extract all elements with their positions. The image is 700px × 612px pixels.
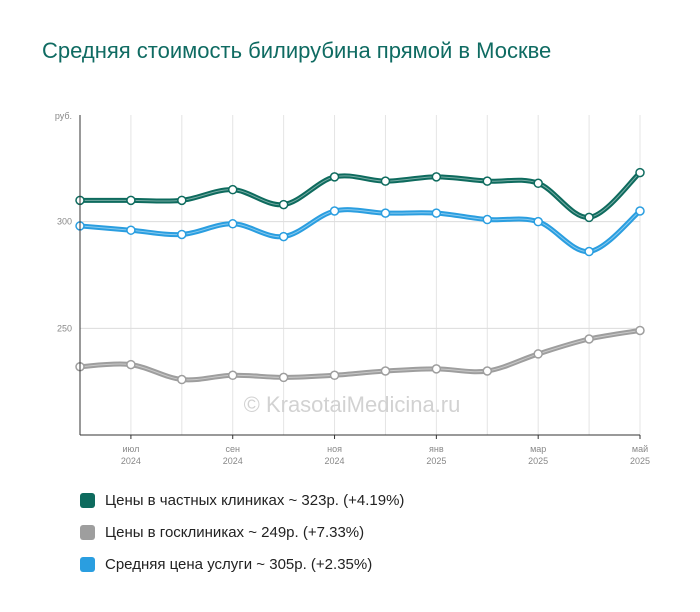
data-point [584,334,594,344]
legend-swatch [80,556,95,572]
grid [79,115,641,435]
data-point [278,199,289,210]
legend-label: Цены в госклиниках ~ 249р. (+7.33%) [105,523,365,541]
x-tick-month-label: ноя [327,444,342,454]
data-point [431,208,442,218]
y-unit-label: руб. [55,111,72,121]
data-point [584,212,594,223]
x-tick-year-label: 2024 [121,456,141,466]
data-point [278,372,289,383]
data-point [329,172,340,182]
data-point [482,176,493,186]
data-point [533,216,543,227]
data-point [177,229,187,240]
data-point [635,167,645,178]
watermark: © KrasotaiMedicina.ru [244,392,461,417]
data-point [329,206,340,216]
data-point [482,214,493,225]
data-point [431,364,442,374]
axes: 250 300 руб. июл 2024 сен 2024 ноя 2024 янв 2025 ма… [55,111,650,466]
y-tick-label: 250 [57,323,72,333]
data-point [227,219,238,229]
series-line [77,327,643,383]
x-tick-year-label: 2025 [426,456,446,466]
data-point [533,349,543,359]
x-tick-year-label: 2025 [528,456,548,466]
series-0 [75,167,645,223]
data-point [380,366,391,376]
legend-label: Цены в частных клиниках ~ 323р. (+4.19%) [105,491,405,509]
x-tick-month-label: мар [530,444,546,454]
x-tick-month-label: май [632,444,648,454]
data-point [380,176,391,186]
data-point [227,370,238,381]
data-point [278,231,289,242]
legend-item-private[interactable]: Цены в частных клиниках ~ 323р. (+4.19%) [80,484,404,516]
data-point [126,195,136,206]
chart-title: Средняя стоимость билирубина прямой в Мо… [42,38,552,63]
data-point [533,178,543,189]
x-tick-month-label: сен [225,444,240,454]
legend-item-public[interactable]: Цены в госклиниках ~ 249р. (+7.33%) [80,516,404,548]
legend-swatch [80,524,95,540]
data-point [635,206,645,216]
x-tick-year-label: 2024 [325,456,345,466]
series [75,167,645,385]
line-chart: © KrasotaiMedicina.ru 250 300 руб. июл 2024 с… [55,111,650,466]
series-1 [75,325,645,385]
series-line [77,207,643,255]
data-point [380,208,391,218]
data-point [126,359,136,370]
series-2 [75,206,645,257]
data-point [329,370,340,381]
x-tick-year-label: 2024 [223,456,243,466]
legend-swatch [80,492,95,508]
legend-item-average[interactable]: Средняя цена услуги ~ 305р. (+2.35%) [80,548,404,580]
legend-label: Средняя цена услуги ~ 305р. (+2.35%) [105,555,373,573]
data-point [584,246,594,257]
data-point [227,184,238,195]
y-tick-label: 300 [57,217,72,227]
data-point [177,374,187,385]
data-point [126,225,136,235]
data-point [431,172,442,182]
data-point [177,195,187,206]
x-tick-month-label: июл [122,444,139,454]
legend: Цены в частных клиниках ~ 323р. (+4.19%)… [80,484,404,580]
data-point [482,366,493,376]
data-point [635,325,645,336]
x-tick-month-label: янв [429,444,444,454]
x-tick-year-label: 2025 [630,456,650,466]
